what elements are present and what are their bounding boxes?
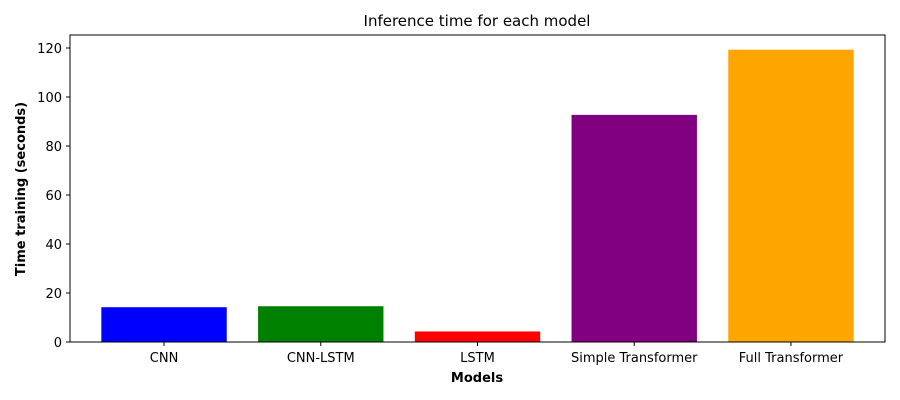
bar-full-transformer: [728, 49, 854, 343]
chart-title: Inference time for each model: [364, 12, 591, 30]
y-axis-label: Time training (seconds): [14, 102, 29, 276]
y-tick-label: 100: [37, 91, 62, 106]
bar-lstm: [414, 331, 541, 342]
x-tick-label: CNN: [150, 351, 179, 366]
y-axis: 0 20 40 60 80 100 120: [37, 42, 70, 351]
x-axis-label: Models: [451, 371, 503, 386]
y-tick-label: 120: [37, 42, 62, 57]
bar-simple-transformer: [571, 114, 697, 342]
plot-frame: [69, 34, 886, 343]
x-tick-label: LSTM: [460, 351, 495, 366]
y-tick-label: 80: [45, 140, 62, 155]
bar-cnn-lstm: [258, 306, 384, 342]
x-tick-label: CNN-LSTM: [287, 351, 355, 366]
y-tick-label: 0: [54, 336, 62, 351]
y-tick-label: 60: [45, 189, 62, 204]
x-tick-label: Simple Transformer: [571, 351, 698, 366]
y-tick-label: 20: [45, 287, 62, 302]
x-axis: CNN CNN-LSTM LSTM Simple Transformer Full Tr…: [150, 342, 844, 366]
y-tick-label: 40: [45, 238, 62, 253]
x-tick-label: Full Transformer: [739, 351, 844, 366]
bar-cnn: [101, 307, 227, 342]
bars-group: [101, 49, 854, 343]
